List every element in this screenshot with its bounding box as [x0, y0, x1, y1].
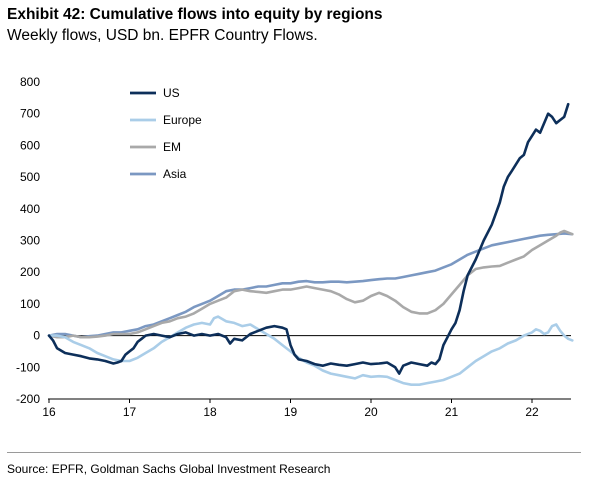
- series-line-us: [47, 102, 570, 375]
- x-tick-label: 21: [445, 405, 459, 419]
- legend-label-europe: Europe: [163, 113, 202, 127]
- chart-plot-area: -200 -100 0 100 200 300 400 500 600 700 800 16 17 18 1…: [16, 75, 574, 419]
- line-chart: -200 -100 0 100 200 300 400 500 600 700 800 16 17 18 1…: [16, 75, 574, 419]
- y-tick-label: 800: [20, 75, 40, 89]
- chart-subtitle: Weekly flows, USD bn. EPFR Country Flows…: [7, 27, 318, 44]
- legend-label-asia: Asia: [163, 167, 187, 181]
- y-tick-label: 600: [20, 138, 40, 152]
- y-tick-label: 500: [20, 170, 40, 184]
- series-layer: [47, 102, 574, 386]
- x-tick-label: 16: [42, 405, 56, 419]
- y-tick-label: 700: [20, 107, 40, 121]
- y-tick-label: -200: [16, 392, 40, 406]
- legend-label-em: EM: [163, 140, 181, 154]
- legend: US Europe EM Asia: [130, 86, 202, 181]
- y-tick-label: 300: [20, 234, 40, 248]
- y-tick-label: 0: [33, 329, 40, 343]
- y-tick-label: 100: [20, 297, 40, 311]
- legend-label-us: US: [163, 86, 180, 100]
- x-tick-label: 18: [203, 405, 217, 419]
- footer-divider: [7, 452, 581, 453]
- y-tick-label: -100: [16, 360, 40, 374]
- source-note: Source: EPFR, Goldman Sachs Global Inves…: [7, 462, 331, 476]
- chart-title: Exhibit 42: Cumulative flows into equity…: [7, 6, 383, 23]
- x-tick-label: 19: [284, 405, 298, 419]
- series-line-asia: [47, 232, 574, 339]
- axes: -200 -100 0 100 200 300 400 500 600 700 800 16 17 18 1…: [16, 75, 571, 419]
- series-line-em: [47, 229, 574, 339]
- x-tick-label: 20: [364, 405, 378, 419]
- x-tick-label: 17: [123, 405, 137, 419]
- x-tick-label: 22: [525, 405, 539, 419]
- y-tick-label: 400: [20, 202, 40, 216]
- y-tick-label: 200: [20, 265, 40, 279]
- series-line-europe: [47, 315, 574, 386]
